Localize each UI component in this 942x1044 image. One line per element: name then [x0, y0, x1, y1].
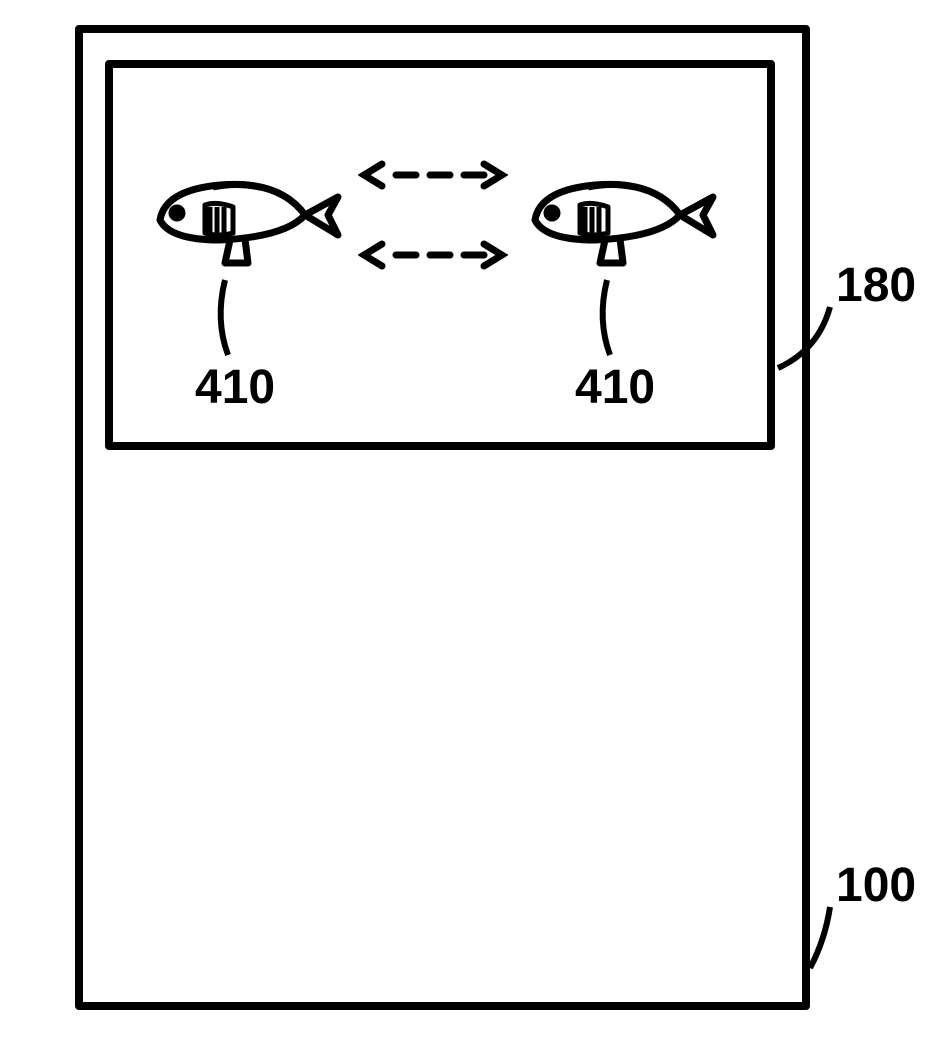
label-fish-left: 410 [195, 360, 275, 415]
label-outer-box-ref: 100 [836, 858, 916, 913]
label-fish-right: 410 [575, 360, 655, 415]
leader-line-outer-box [0, 0, 942, 1044]
label-inner-box-ref: 180 [836, 258, 916, 313]
